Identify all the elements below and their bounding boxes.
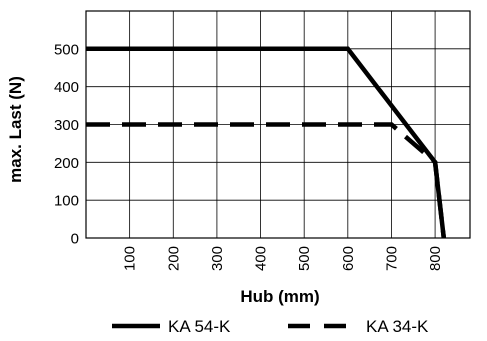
series-lines bbox=[86, 46, 447, 239]
plot-frame bbox=[85, 10, 471, 239]
series-line-dashed bbox=[86, 122, 447, 239]
y-tick-label: 300 bbox=[54, 117, 79, 134]
x-tick-labels: 100 200 300 400 500 600 700 800 bbox=[122, 246, 444, 271]
series-line-solid bbox=[86, 46, 447, 239]
y-axis-label: max. Last (N) bbox=[6, 76, 25, 183]
legend-label: KA 34-K bbox=[366, 317, 429, 336]
x-tick-label: 700 bbox=[383, 246, 400, 271]
x-tick-label: 800 bbox=[427, 246, 444, 271]
x-axis-label: Hub (mm) bbox=[240, 287, 319, 306]
y-tick-label: 500 bbox=[54, 41, 79, 58]
x-tick-label: 600 bbox=[340, 246, 357, 271]
legend-label: KA 54-K bbox=[168, 317, 231, 336]
x-tick-label: 500 bbox=[296, 246, 313, 271]
y-tick-label: 100 bbox=[54, 193, 79, 210]
x-tick-label: 300 bbox=[209, 246, 226, 271]
x-tick-label: 100 bbox=[122, 246, 139, 271]
y-tick-labels: 0 100 200 300 400 500 bbox=[54, 41, 79, 247]
y-tick-label: 400 bbox=[54, 79, 79, 96]
legend: KA 54-K KA 34-K bbox=[112, 317, 429, 336]
x-tick-label: 200 bbox=[165, 246, 182, 271]
x-tick-label: 400 bbox=[253, 246, 270, 271]
y-tick-label: 0 bbox=[71, 231, 79, 248]
y-tick-label: 200 bbox=[54, 155, 79, 172]
